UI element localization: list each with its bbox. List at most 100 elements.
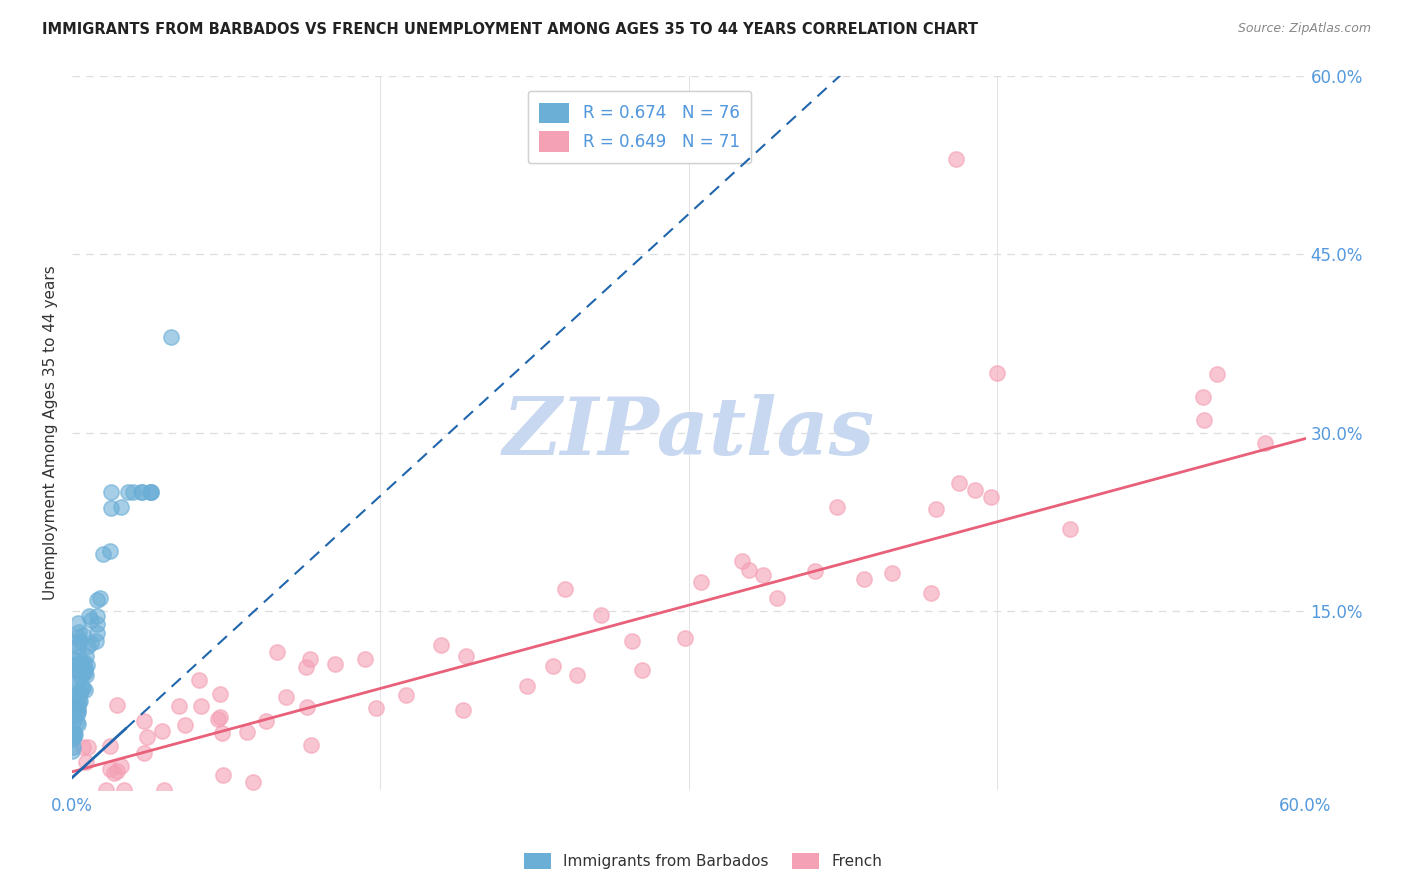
Point <box>1206 367 1229 381</box>
Point <box>60 744 83 758</box>
Point <box>366 700 388 714</box>
Point <box>76 639 98 653</box>
Point <box>395 689 418 703</box>
Point <box>77 609 100 624</box>
Point <box>1192 413 1215 427</box>
Point <box>86 608 108 623</box>
Point <box>63 713 86 727</box>
Point <box>67 624 90 639</box>
Legend: Immigrants from Barbados, French: Immigrants from Barbados, French <box>517 847 889 875</box>
Point <box>920 586 942 600</box>
Point <box>132 746 155 760</box>
Point <box>66 698 89 712</box>
Point <box>235 725 257 739</box>
Point <box>112 782 135 797</box>
Point <box>737 563 759 577</box>
Point <box>67 703 90 717</box>
Point <box>882 566 904 581</box>
Point <box>136 730 159 744</box>
Point <box>66 705 89 719</box>
Point <box>60 651 83 665</box>
Point <box>96 782 118 797</box>
Point <box>209 687 232 701</box>
Point <box>80 614 103 628</box>
Point <box>1254 436 1277 450</box>
Point <box>67 630 90 644</box>
Point <box>69 657 91 672</box>
Point <box>1059 522 1081 536</box>
Point <box>825 500 848 514</box>
Point <box>980 490 1002 504</box>
Point <box>110 500 132 514</box>
Point <box>295 660 318 674</box>
Y-axis label: Unemployment Among Ages 35 to 44 years: Unemployment Among Ages 35 to 44 years <box>44 265 58 600</box>
Point <box>212 768 235 782</box>
Point <box>66 695 89 709</box>
Point <box>731 554 754 568</box>
Point <box>129 485 152 500</box>
Point <box>986 366 1008 380</box>
Point <box>75 755 97 769</box>
Point <box>75 682 97 697</box>
Point <box>190 699 212 714</box>
Point <box>266 645 288 659</box>
Point <box>66 674 89 689</box>
Point <box>69 633 91 648</box>
Point <box>242 775 264 789</box>
Point <box>66 707 89 722</box>
Point <box>117 485 139 500</box>
Point <box>69 685 91 699</box>
Point <box>852 572 875 586</box>
Point <box>173 718 195 732</box>
Point <box>299 652 322 666</box>
Point <box>98 544 121 558</box>
Point <box>132 714 155 728</box>
Point <box>77 740 100 755</box>
Point <box>66 717 89 731</box>
Point <box>72 739 94 754</box>
Point <box>86 593 108 607</box>
Point <box>65 657 87 671</box>
Point <box>62 729 84 743</box>
Point <box>86 634 108 648</box>
Point <box>65 635 87 649</box>
Point <box>254 714 277 728</box>
Point <box>139 485 162 500</box>
Point <box>76 658 98 673</box>
Point <box>66 657 89 672</box>
Point <box>451 703 474 717</box>
Point <box>554 582 576 597</box>
Point <box>63 730 86 744</box>
Point <box>105 764 128 778</box>
Point <box>207 712 229 726</box>
Point <box>167 698 190 713</box>
Point <box>67 615 90 630</box>
Point <box>72 681 94 695</box>
Point <box>67 649 90 664</box>
Point <box>131 485 153 500</box>
Point <box>67 640 90 654</box>
Point <box>62 732 84 747</box>
Point <box>620 634 643 648</box>
Point <box>86 625 108 640</box>
Point <box>63 726 86 740</box>
Point <box>766 591 789 606</box>
Point <box>69 686 91 700</box>
Point <box>122 485 145 500</box>
Point <box>673 632 696 646</box>
Point <box>541 659 564 673</box>
Text: IMMIGRANTS FROM BARBADOS VS FRENCH UNEMPLOYMENT AMONG AGES 35 TO 44 YEARS CORREL: IMMIGRANTS FROM BARBADOS VS FRENCH UNEMP… <box>42 22 979 37</box>
Point <box>73 665 96 680</box>
Point <box>100 485 122 500</box>
Point <box>153 782 176 797</box>
Text: Source: ZipAtlas.com: Source: ZipAtlas.com <box>1237 22 1371 36</box>
Point <box>631 663 654 677</box>
Point <box>945 152 967 166</box>
Point <box>65 672 87 686</box>
Point <box>150 724 173 739</box>
Point <box>62 739 84 754</box>
Point <box>69 694 91 708</box>
Point <box>295 700 318 714</box>
Point <box>73 661 96 675</box>
Point <box>75 664 97 678</box>
